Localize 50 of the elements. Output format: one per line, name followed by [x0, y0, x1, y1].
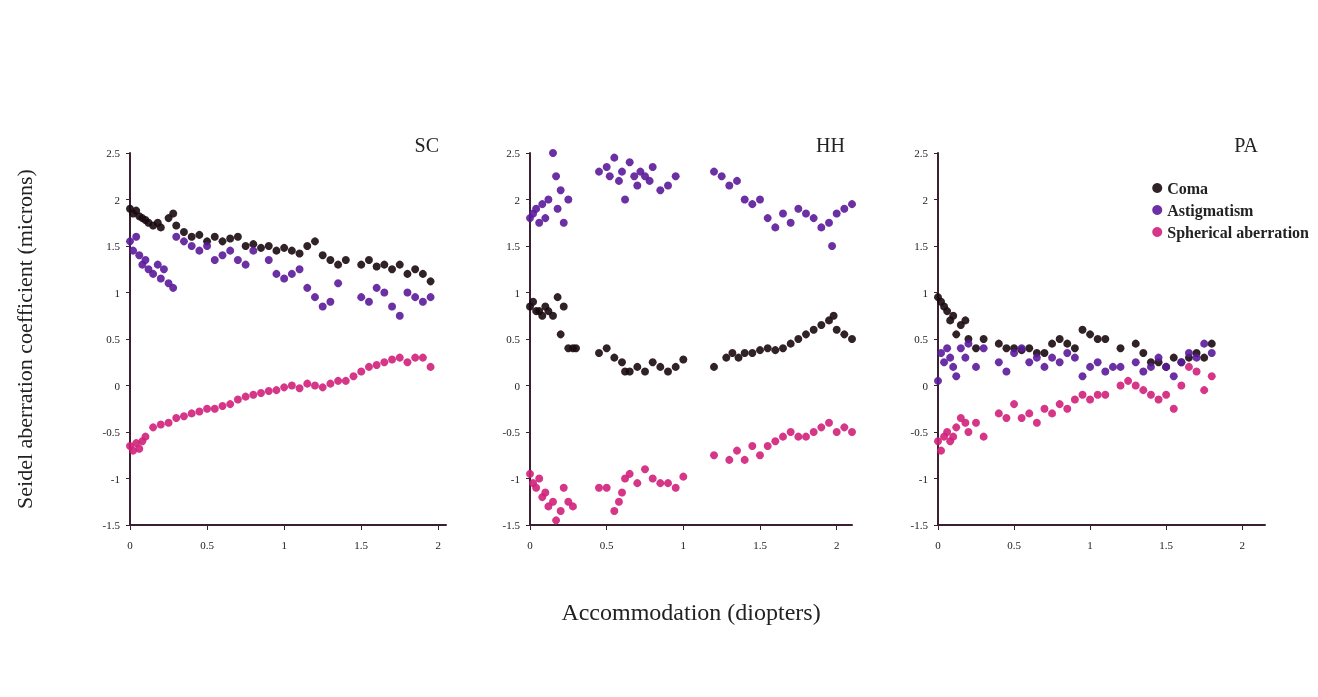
y-tick-label: 0.5	[914, 333, 929, 345]
y-tick-label: -0.5	[502, 426, 521, 438]
y-tick-label: 2	[514, 193, 520, 206]
x-tick-label: 0.5	[200, 538, 215, 551]
y-tick-label: 1.5	[106, 240, 121, 252]
x-tick-label: 1	[680, 538, 687, 551]
y-tick-label: 0.5	[106, 333, 121, 345]
x-tick-label: 0	[935, 538, 942, 551]
y-tick-label: 2.5	[506, 147, 521, 159]
x-tick-label: 0	[527, 538, 534, 551]
x-tick-label: 2	[435, 538, 442, 551]
chart-title: HH	[816, 134, 845, 156]
x-tick-label: 2	[1239, 538, 1245, 551]
chart-title: SC	[414, 134, 440, 156]
y-tick-label: 1	[514, 286, 520, 299]
x-tick-label: 1.5	[1159, 538, 1174, 551]
legend-label: Spherical aberration	[1167, 223, 1310, 242]
y-tick-label: 1	[114, 286, 120, 299]
y-tick-label: -1	[510, 472, 520, 485]
y-tick-label: -1	[110, 472, 120, 485]
y-tick-label: 0	[514, 379, 521, 392]
x-tick-label: 2	[833, 538, 840, 551]
y-tick-label: -1.5	[502, 519, 521, 531]
x-tick-label: 0.5	[599, 538, 615, 551]
y-tick-label: 2.5	[914, 147, 929, 159]
x-tick-label: 0.5	[1007, 538, 1022, 551]
y-tick-label: -1.5	[102, 519, 121, 531]
y-tick-label: 1.5	[914, 240, 929, 252]
legend-label: Coma	[1167, 179, 1209, 197]
y-tick-label: 2.5	[106, 147, 121, 159]
y-tick-label: -0.5	[910, 426, 929, 438]
x-axis-title: Accommodation (diopters)	[561, 599, 821, 625]
y-tick-label: 2	[114, 193, 120, 206]
x-tick-label: 1	[281, 538, 287, 551]
y-tick-label: 0.5	[506, 333, 521, 345]
x-tick-label: 1.5	[753, 538, 768, 551]
x-tick-label: 1	[1087, 538, 1093, 551]
y-axis-title: Seidel aberration coefficient (microns)	[11, 169, 37, 509]
y-tick-label: -1	[918, 472, 928, 485]
x-tick-label: 0	[127, 538, 134, 551]
y-tick-label: 0	[922, 379, 929, 392]
y-tick-label: 1	[922, 286, 928, 299]
y-tick-label: -0.5	[102, 426, 121, 438]
chart-title: PA	[1234, 134, 1259, 156]
y-tick-label: 2	[922, 193, 928, 206]
y-tick-label: 1.5	[506, 240, 521, 252]
legend-label: Astigmatism	[1167, 201, 1255, 220]
x-tick-label: 1.5	[354, 538, 369, 551]
y-tick-label: -1.5	[910, 519, 929, 531]
y-tick-label: 0	[114, 379, 121, 392]
